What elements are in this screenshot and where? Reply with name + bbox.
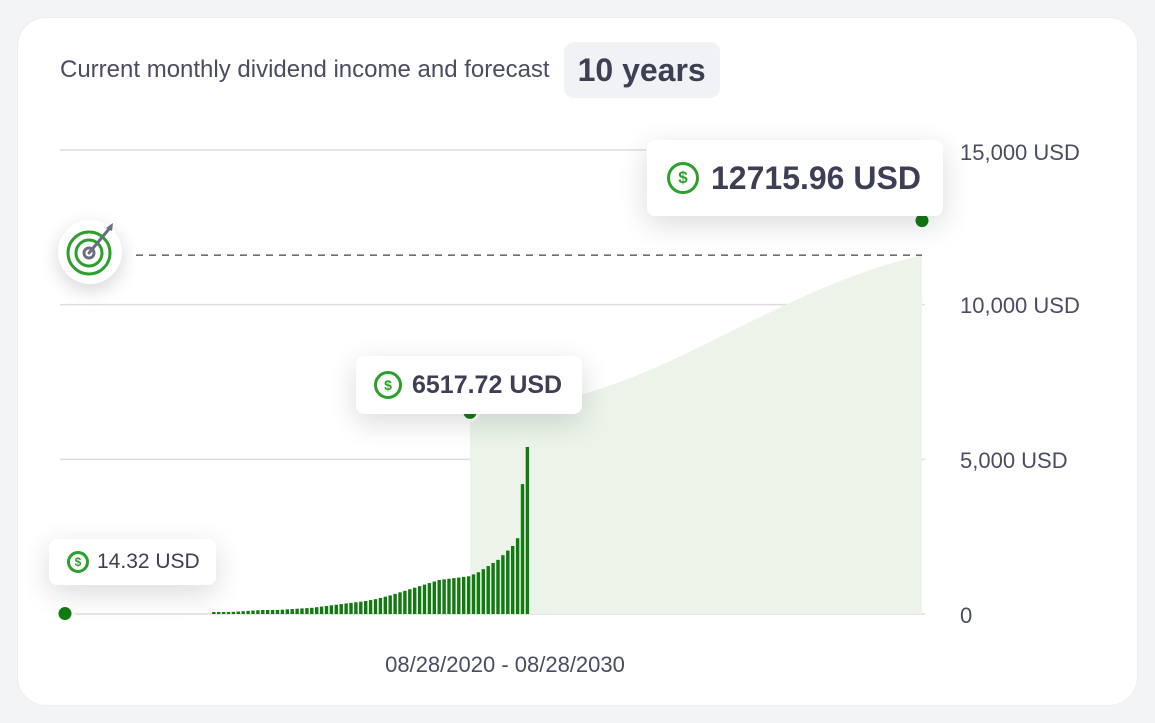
forecast-area — [470, 255, 922, 614]
current-value-callout: $ 6517.72 USD — [356, 356, 583, 414]
bar — [525, 446, 530, 614]
forecast-value-label: 12715.96 USD — [711, 159, 921, 196]
bar — [393, 593, 397, 614]
bar — [319, 606, 324, 614]
bar — [520, 484, 525, 614]
x-axis-date-range: 08/28/2020 - 08/28/2030 — [385, 652, 625, 677]
period-selector[interactable]: 10 years — [563, 42, 720, 98]
bar — [231, 611, 236, 614]
bar — [329, 605, 334, 614]
chart-title: Current monthly dividend income and fore… — [60, 56, 550, 83]
bar — [364, 601, 368, 614]
bar — [452, 578, 456, 614]
bar — [256, 610, 260, 614]
bar — [310, 607, 314, 614]
bar — [270, 609, 275, 614]
bar — [324, 605, 329, 614]
bar — [511, 545, 515, 614]
bar — [408, 589, 412, 614]
bar — [261, 609, 265, 614]
bar — [300, 608, 304, 614]
current-value-label: 6517.72 USD — [412, 370, 563, 399]
bar — [476, 572, 481, 614]
bar — [486, 566, 490, 614]
y-tick-label: 0 — [960, 603, 973, 628]
bar — [359, 601, 363, 614]
bar — [280, 609, 285, 614]
bar — [354, 602, 358, 614]
bar — [344, 603, 348, 614]
bar — [481, 569, 485, 614]
bar — [315, 607, 319, 614]
bar — [212, 612, 216, 614]
bar — [226, 612, 231, 614]
bar — [373, 599, 378, 614]
start-value-callout: $ 14.32 USD — [49, 539, 216, 585]
bar — [334, 604, 338, 614]
bar — [432, 581, 436, 614]
bar — [506, 550, 510, 614]
bar — [388, 595, 392, 614]
target-icon[interactable] — [58, 220, 122, 284]
y-tick-label: 5,000 USD — [960, 448, 1068, 473]
bar — [496, 559, 500, 614]
bar — [217, 612, 221, 614]
dollar-coin-icon: $ — [667, 162, 699, 194]
bar — [241, 611, 245, 614]
bar — [462, 576, 466, 614]
bar — [427, 583, 432, 614]
start-value-label: 14.32 USD — [97, 550, 200, 573]
bar — [417, 586, 422, 614]
bar — [339, 604, 343, 614]
bar — [251, 610, 255, 614]
y-tick-label: 15,000 USD — [960, 140, 1080, 165]
bar — [266, 609, 270, 614]
start-point[interactable] — [55, 604, 75, 624]
bar — [305, 608, 309, 614]
bar — [491, 562, 495, 614]
bar — [398, 592, 402, 614]
bar — [422, 584, 427, 614]
y-tick-label: 10,000 USD — [960, 293, 1080, 318]
bar — [501, 555, 505, 614]
bar — [437, 579, 441, 614]
bar — [466, 576, 471, 614]
bar — [447, 578, 451, 614]
dollar-coin-icon: $ — [374, 371, 402, 399]
bar — [378, 597, 383, 614]
bar — [275, 609, 280, 614]
bar — [383, 596, 387, 614]
bar — [442, 579, 446, 614]
bar — [457, 577, 461, 614]
bar — [246, 610, 250, 614]
forecast-value-callout: $ 12715.96 USD — [647, 140, 943, 216]
bar — [295, 608, 299, 614]
bar — [413, 587, 417, 614]
bar — [403, 590, 407, 614]
bar — [221, 612, 226, 614]
bar — [290, 609, 294, 614]
bar — [236, 611, 240, 614]
bar — [368, 600, 373, 614]
dollar-coin-icon: $ — [67, 551, 89, 573]
bar — [471, 574, 476, 614]
bar — [349, 602, 353, 614]
bar — [285, 609, 289, 614]
bar-series — [212, 446, 530, 614]
bar — [515, 538, 520, 614]
chart-header: Current monthly dividend income and fore… — [60, 42, 720, 98]
